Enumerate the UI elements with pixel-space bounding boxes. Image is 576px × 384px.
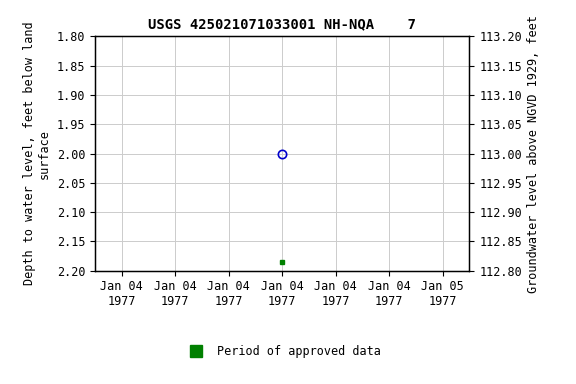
Title: USGS 425021071033001 NH-NQA    7: USGS 425021071033001 NH-NQA 7 [148,17,416,31]
Y-axis label: Depth to water level, feet below land
surface: Depth to water level, feet below land su… [23,22,51,285]
Legend: Period of approved data: Period of approved data [179,341,385,363]
Y-axis label: Groundwater level above NGVD 1929, feet: Groundwater level above NGVD 1929, feet [528,15,540,293]
